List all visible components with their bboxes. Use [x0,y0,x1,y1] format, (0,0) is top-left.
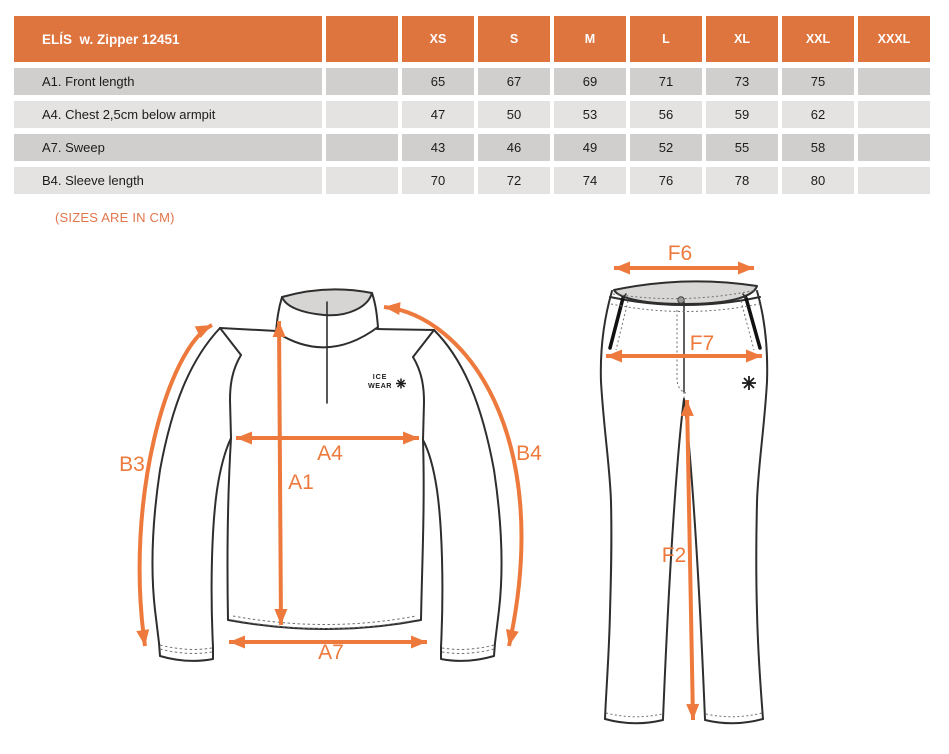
snowflake-icon [742,376,756,390]
value-cell: 65 [402,68,474,95]
jacket-measurements: A4 A1 A7 B3 B4 [119,302,542,664]
measurement-f7: F7 [606,332,762,363]
logo-line1: ICE [373,372,387,381]
snowflake-icon [396,378,406,389]
label-f6: F6 [668,242,693,265]
pants-stitching [605,289,763,718]
value-cell: 59 [706,101,778,128]
measurement-f2: F2 [662,399,700,721]
arrow-b4 [383,302,524,647]
value-cell [858,101,930,128]
value-cell: 43 [402,134,474,161]
measurement-a7: A7 [229,635,427,664]
value-cell: 46 [478,134,550,161]
logo-line2: WEAR [368,381,392,390]
size-header-xxl: XXL [782,16,854,62]
size-header-xs: XS [402,16,474,62]
measurement-f6: F6 [614,242,754,275]
value-cell: 47 [402,101,474,128]
label-f2: F2 [662,544,687,567]
value-cell: 71 [630,68,702,95]
value-cell: 70 [402,167,474,194]
measurement-a4: A4 [236,431,419,465]
right-pocket-trim [744,296,762,350]
value-cell: 55 [706,134,778,161]
value-cell [858,167,930,194]
pants-measurements: F6 F7 F2 [606,242,762,721]
waist-button [677,296,685,304]
label-a1: A1 [288,471,314,494]
value-cell: 78 [706,167,778,194]
icewear-logo: ICE WEAR [368,372,406,390]
size-header-xxxl: XXXL [858,16,930,62]
value-cell: 75 [782,68,854,95]
header-spacer-cell [326,16,398,62]
size-header-m: M [554,16,626,62]
arrow-a1 [272,320,288,626]
value-cell: 49 [554,134,626,161]
row-spacer-cell [326,134,398,161]
label-a4: A4 [317,442,343,465]
value-cell: 50 [478,101,550,128]
size-table: ELÍS w. Zipper 12451 XS S M L XL XXL XXX… [14,16,930,194]
value-cell: 73 [706,68,778,95]
size-header-s: S [478,16,550,62]
arrow-b3 [136,323,213,647]
measurement-a1: A1 [272,320,314,626]
value-cell: 53 [554,101,626,128]
units-note: (SIZES ARE IN CM) [55,210,175,225]
row-label-cell: A7. Sweep [14,134,322,161]
value-cell: 62 [782,101,854,128]
value-cell: 80 [782,167,854,194]
row-label-cell: B4. Sleeve length [14,167,322,194]
value-cell [858,68,930,95]
size-header-xl: XL [706,16,778,62]
label-b4: B4 [516,442,542,465]
value-cell: 69 [554,68,626,95]
row-spacer-cell [326,68,398,95]
value-cell: 74 [554,167,626,194]
value-cell: 52 [630,134,702,161]
value-cell: 76 [630,167,702,194]
pants-outline [599,280,769,725]
value-cell: 72 [478,167,550,194]
row-spacer-cell [326,167,398,194]
measurement-b4: B4 [383,302,542,647]
jacket-outline [151,288,503,662]
value-cell: 56 [630,101,702,128]
row-spacer-cell [326,101,398,128]
pants-drawing: F6 F7 F2 [599,242,769,725]
arrow-f2 [680,399,700,721]
measurement-b3: B3 [119,323,213,647]
value-cell [858,134,930,161]
row-label-cell: A1. Front length [14,68,322,95]
label-b3: B3 [119,453,145,476]
value-cell: 58 [782,134,854,161]
row-label-cell: A4. Chest 2,5cm below armpit [14,101,322,128]
product-title-cell: ELÍS w. Zipper 12451 [14,16,322,62]
jacket-drawing: ICE WEAR A4 A1 A7 [119,288,542,664]
label-f7: F7 [690,332,715,355]
label-a7: A7 [318,641,344,664]
size-header-l: L [630,16,702,62]
value-cell: 67 [478,68,550,95]
